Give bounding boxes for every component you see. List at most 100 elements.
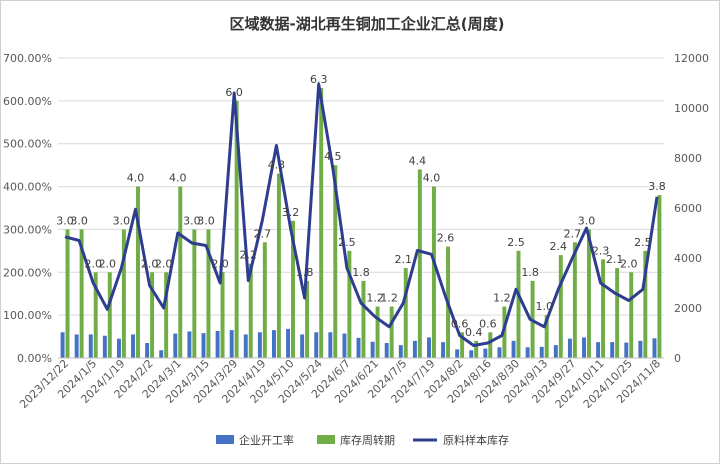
bar-inventory-days [107, 272, 112, 358]
bar-operating-rate [652, 338, 657, 358]
data-label: 3.0 [183, 214, 201, 227]
stock-line [64, 82, 659, 347]
data-label: 2.6 [437, 232, 455, 245]
bar-operating-rate [525, 347, 530, 358]
bar-inventory-days [178, 186, 183, 358]
line-raw-material-stock [64, 82, 659, 347]
bar-inventory-days [220, 272, 225, 358]
data-label: 2.1 [606, 253, 624, 266]
data-label: 3.2 [282, 206, 300, 219]
bar-operating-rate [342, 333, 347, 358]
data-label: 2.5 [507, 236, 525, 249]
bar-inventory-days [431, 186, 436, 358]
bar-operating-rate [271, 330, 276, 358]
legend-label: 库存周转期 [340, 433, 395, 447]
bar-operating-rate [384, 343, 389, 358]
bar-inventory-days [206, 229, 211, 358]
data-label: 1.2 [366, 292, 384, 305]
data-label: 6.0 [225, 86, 243, 99]
y-left-tick-label: 0.00% [17, 352, 52, 365]
bar-operating-rate [412, 340, 417, 358]
bar-inventory-days [319, 88, 324, 358]
data-label: 1.2 [380, 292, 398, 305]
bar-inventory-days [333, 165, 338, 358]
bar-inventory-days [164, 272, 169, 358]
data-label: 4.0 [169, 172, 187, 185]
bar-operating-rate [102, 335, 107, 358]
gridlines [58, 57, 664, 359]
bar-inventory-days [586, 229, 591, 358]
data-label: 1.8 [521, 266, 539, 279]
bar-operating-rate [539, 346, 544, 358]
bar-inventory-days [601, 259, 606, 358]
data-label: 1.0 [535, 300, 553, 313]
bar-inventory-days [629, 272, 634, 358]
legend: 企业开工率 库存周转期 原料样本库存 [216, 433, 509, 447]
bar-operating-rate [610, 342, 615, 358]
y-left-tick-label: 100.00% [3, 309, 52, 322]
data-label: 0.6 [451, 317, 469, 330]
data-label: 2.5 [338, 236, 356, 249]
bar-operating-rate [60, 332, 65, 358]
y-right-tick-label: 0 [674, 352, 681, 365]
bar-inventory-days [136, 186, 140, 358]
bar-inventory-days [558, 255, 563, 358]
bar-operating-rate [582, 337, 586, 358]
bar-inventory-days [291, 220, 295, 358]
data-label: 4.0 [127, 172, 145, 185]
bar-operating-rate [229, 330, 234, 358]
data-label: 2.0 [141, 257, 159, 270]
bar-inventory-days [643, 250, 648, 358]
bar-inventory-days [305, 280, 310, 358]
bar-operating-rate [624, 342, 629, 358]
bar-inventory-days [65, 229, 70, 358]
y-right-tick-label: 10000 [674, 102, 709, 115]
bar-operating-rate [173, 333, 178, 358]
data-label: 2.4 [550, 240, 568, 253]
bar-operating-rate [553, 345, 558, 358]
bar-operating-rate [286, 328, 291, 358]
data-label: 2.0 [620, 257, 638, 270]
bar-operating-rate [257, 332, 262, 358]
data-label: 3.8 [648, 180, 666, 193]
data-label: 4.5 [324, 150, 342, 163]
y-right-tick-label: 6000 [674, 202, 702, 215]
legend-swatch [317, 435, 335, 444]
legend-label: 企业开工率 [239, 433, 294, 447]
bar-inventory-days [248, 263, 253, 358]
data-label: 1.8 [296, 266, 314, 279]
y-right-tick-label: 12000 [674, 52, 709, 65]
bar-inventory-days [544, 315, 549, 358]
bar-inventory-days [375, 306, 380, 358]
data-label: 1.2 [493, 292, 511, 305]
bar-inventory-days [79, 229, 84, 358]
data-label: 2.0 [84, 257, 102, 270]
bar-operating-rate [74, 334, 79, 358]
data-label: 3.0 [113, 214, 131, 227]
bar-inventory-days [488, 332, 493, 358]
bar-inventory-days [234, 100, 239, 358]
bar-inventory-days [262, 242, 267, 358]
bars [60, 88, 662, 358]
bar-operating-rate [300, 334, 305, 358]
bar-inventory-days [389, 306, 394, 358]
bar-operating-rate [356, 337, 361, 358]
bar-operating-rate [511, 340, 516, 358]
data-label: 2.0 [211, 257, 229, 270]
bar-operating-rate [88, 334, 93, 358]
bar-inventory-days [276, 173, 281, 358]
y-right-tick-label: 2000 [674, 302, 702, 315]
bar-operating-rate [567, 338, 572, 358]
bar-operating-rate [398, 345, 403, 358]
y-right-tick-label: 8000 [674, 152, 702, 165]
y-left-tick-label: 400.00% [3, 181, 52, 194]
bar-inventory-days [417, 169, 422, 358]
bar-operating-rate [187, 331, 192, 358]
bar-operating-rate [455, 349, 460, 358]
bar-operating-rate [201, 333, 206, 358]
bar-inventory-days [474, 340, 479, 358]
bar-operating-rate [328, 332, 333, 358]
bar-inventory-days [460, 332, 465, 358]
data-label: 2.5 [634, 236, 652, 249]
